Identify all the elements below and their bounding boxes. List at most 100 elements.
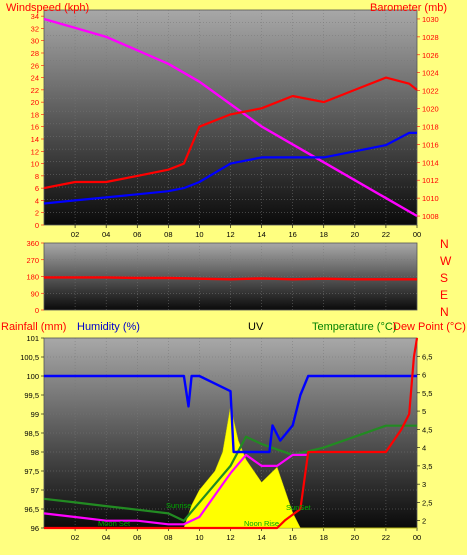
- y-tick-label: 98: [31, 448, 39, 457]
- y-tick-label: 3,5: [422, 462, 432, 471]
- middle-grid: [44, 243, 417, 310]
- y-tick-label: 6,5: [422, 352, 432, 361]
- y-tick-label: 1020: [422, 105, 439, 114]
- middle-y-ticks: 0 90 180 270 360: [26, 239, 44, 315]
- y-tick-label: 101: [26, 334, 39, 343]
- top-grid: [44, 10, 417, 225]
- y-tick-label: 34: [31, 12, 39, 21]
- y-tick-label: 18: [31, 110, 39, 119]
- y-tick-label: 96,5: [24, 505, 39, 514]
- y-tick-label: 16: [31, 123, 39, 132]
- moon-set-annotation: Moon Set: [98, 519, 131, 528]
- y-tick-label: 2: [422, 517, 426, 526]
- uv-axis-title: UV: [248, 321, 264, 333]
- temperature-axis-title: Temperature (°C): [312, 321, 396, 333]
- y-tick-label: 97: [31, 486, 39, 495]
- x-tick-label: 04: [102, 230, 110, 239]
- y-tick-label: 1024: [422, 69, 439, 78]
- sunset-annotation: SunSet: [286, 503, 312, 512]
- y-tick-label: 100,5: [20, 353, 39, 362]
- direction-label: S: [440, 271, 448, 285]
- bottom-series: [43, 337, 419, 530]
- y-tick-label: 6: [422, 371, 426, 380]
- bottom-right-ticks: 2 2,5 3 3,5 4 4,5 5 5,5 6 6,5: [417, 352, 432, 526]
- windspeed-axis-title: Windspeed (kph): [6, 2, 89, 14]
- windavg-line: [43, 131, 417, 205]
- y-tick-label: 96: [31, 524, 39, 533]
- top-series: [43, 17, 418, 218]
- y-tick-label: 360: [26, 239, 39, 248]
- y-tick-label: 99: [31, 410, 39, 419]
- y-tick-label: 14: [31, 135, 39, 144]
- bottom-left-ticks: 96 96,5 97 97,5 98 98,5 99 99,5 100 100,5 101: [20, 334, 44, 533]
- x-tick-label: 22: [382, 533, 390, 542]
- x-tick-label: 10: [195, 230, 203, 239]
- top-right-ticks: 1008 1010 1012 1014 1016 1018 1020 1022 1024 1026…: [417, 15, 439, 221]
- y-tick-label: 26: [31, 61, 39, 70]
- top-x-ticks: 02 04 06 08 10 12 14 16 18 20 22 00: [71, 225, 421, 239]
- x-tick-label: 08: [164, 533, 172, 542]
- y-tick-label: 32: [31, 24, 39, 33]
- y-tick-label: 270: [26, 256, 39, 265]
- middle-series: [44, 276, 417, 281]
- y-tick-label: 24: [31, 74, 39, 83]
- temperature-line: [43, 424, 417, 522]
- y-tick-label: 99,5: [24, 391, 39, 400]
- y-tick-label: 4,5: [422, 425, 432, 434]
- y-tick-label: 1014: [422, 158, 439, 167]
- x-tick-label: 02: [71, 533, 79, 542]
- dewpoint-line: [43, 453, 309, 526]
- x-tick-label: 20: [351, 533, 359, 542]
- y-tick-label: 1012: [422, 176, 439, 185]
- barometer-line: [43, 17, 418, 218]
- x-tick-label: 04: [102, 533, 110, 542]
- barometer-axis-title: Barometer (mb): [370, 2, 447, 14]
- y-tick-label: 28: [31, 49, 39, 58]
- x-tick-label: 00: [413, 230, 421, 239]
- top-plot-area: [43, 9, 418, 226]
- y-tick-label: 5: [422, 407, 426, 416]
- y-tick-label: 97,5: [24, 467, 39, 476]
- x-tick-label: 06: [133, 230, 141, 239]
- y-tick-label: 30: [31, 37, 39, 46]
- x-tick-label: 18: [320, 230, 328, 239]
- y-tick-label: 0: [35, 306, 39, 315]
- noon-annotation: Noon Rise: [244, 519, 279, 528]
- x-tick-label: 02: [71, 230, 79, 239]
- direction-label: N: [440, 305, 449, 319]
- x-tick-label: 16: [288, 533, 296, 542]
- x-tick-label: 08: [164, 230, 172, 239]
- y-tick-label: 98,5: [24, 429, 39, 438]
- y-tick-label: 1010: [422, 194, 439, 203]
- y-tick-label: 2: [35, 209, 39, 218]
- x-tick-label: 12: [226, 230, 234, 239]
- rainfall-line: [44, 337, 419, 530]
- x-tick-label: 14: [257, 230, 265, 239]
- humidity-line: [44, 374, 417, 454]
- rainfall-axis-title: Rainfall (mm): [1, 321, 66, 333]
- sunrise-annotation: Sunrise: [166, 501, 191, 510]
- y-tick-label: 180: [26, 273, 39, 282]
- direction-label: E: [440, 288, 448, 302]
- x-tick-label: 00: [413, 533, 421, 542]
- y-tick-label: 8: [35, 172, 39, 181]
- y-tick-label: 10: [31, 160, 39, 169]
- y-tick-label: 22: [31, 86, 39, 95]
- y-tick-label: 1026: [422, 51, 439, 60]
- y-tick-label: 1008: [422, 212, 439, 221]
- y-tick-label: 3: [422, 480, 426, 489]
- y-tick-label: 90: [31, 289, 39, 298]
- x-tick-label: 18: [320, 533, 328, 542]
- x-tick-label: 12: [226, 533, 234, 542]
- y-tick-label: 1030: [422, 15, 439, 24]
- bottom-x-ticks: 02 04 06 08 10 12 14 16 18 20 22 00: [71, 528, 421, 542]
- y-tick-label: 5,5: [422, 389, 432, 398]
- y-tick-label: 1016: [422, 140, 439, 149]
- y-tick-label: 1018: [422, 122, 439, 131]
- y-tick-label: 0: [35, 221, 39, 230]
- y-tick-label: 4: [422, 444, 426, 453]
- x-tick-label: 22: [382, 230, 390, 239]
